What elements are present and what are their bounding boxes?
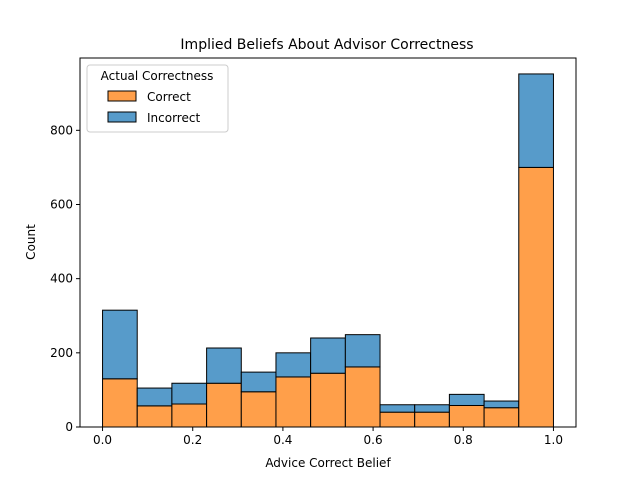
chart-title: Implied Beliefs About Advisor Correctnes… xyxy=(180,37,473,53)
x-tick-label: 0.2 xyxy=(183,433,202,447)
legend-title: Actual Correctness xyxy=(101,69,214,83)
bar-incorrect-5 xyxy=(275,352,312,378)
x-tick-label: 0.6 xyxy=(364,433,383,447)
x-axis-label: Advice Correct Belief xyxy=(265,456,391,470)
bar-incorrect-2 xyxy=(171,382,208,405)
bar-correct-2 xyxy=(171,403,208,428)
bar-correct-3 xyxy=(206,382,242,428)
x-tick-label: 0.8 xyxy=(454,433,473,447)
y-axis-label: Count xyxy=(24,224,38,260)
bar-incorrect-11 xyxy=(483,400,520,409)
bar-correct-9 xyxy=(414,411,450,428)
bar-incorrect-7 xyxy=(344,334,381,368)
bar-correct-11 xyxy=(483,407,520,428)
y-tick-label: 200 xyxy=(50,346,73,360)
x-tick-label: 0.4 xyxy=(273,433,292,447)
bar-incorrect-6 xyxy=(310,337,346,374)
x-tick-label: 0.0 xyxy=(93,433,112,447)
bar-incorrect-3 xyxy=(206,347,242,384)
legend: Actual Correctness Correct Incorrect xyxy=(86,64,229,133)
bars-layer xyxy=(102,73,554,428)
x-tick-label: 1.0 xyxy=(544,433,563,447)
bar-incorrect-1 xyxy=(136,387,173,407)
y-tick-label: 400 xyxy=(50,272,73,286)
bar-incorrect-9 xyxy=(414,404,450,413)
bar-correct-8 xyxy=(379,411,416,428)
bar-correct-1 xyxy=(136,405,173,428)
bar-correct-4 xyxy=(240,391,277,428)
bar-correct-0 xyxy=(102,378,138,428)
bar-correct-12 xyxy=(518,166,554,428)
y-tick-label: 0 xyxy=(65,420,73,434)
bar-correct-5 xyxy=(275,376,312,428)
bar-incorrect-4 xyxy=(240,371,277,393)
legend-label-correct: Correct xyxy=(147,90,191,104)
y-tick-label: 800 xyxy=(50,123,73,137)
y-axis: 0 200 400 600 800 xyxy=(50,123,80,434)
bar-correct-7 xyxy=(344,366,381,428)
bar-incorrect-8 xyxy=(379,404,416,413)
legend-swatch-correct xyxy=(107,90,137,102)
legend-swatch-incorrect xyxy=(107,111,137,123)
bar-correct-10 xyxy=(448,404,485,428)
plot-frame xyxy=(79,57,577,428)
legend-label-incorrect: Incorrect xyxy=(147,111,200,125)
x-axis: 0.0 0.2 0.4 0.6 0.8 1.0 xyxy=(93,427,563,447)
bar-incorrect-12 xyxy=(518,73,554,168)
bar-incorrect-0 xyxy=(102,309,138,380)
bar-correct-6 xyxy=(310,372,346,428)
y-tick-label: 600 xyxy=(50,197,73,211)
bar-incorrect-10 xyxy=(448,393,485,406)
